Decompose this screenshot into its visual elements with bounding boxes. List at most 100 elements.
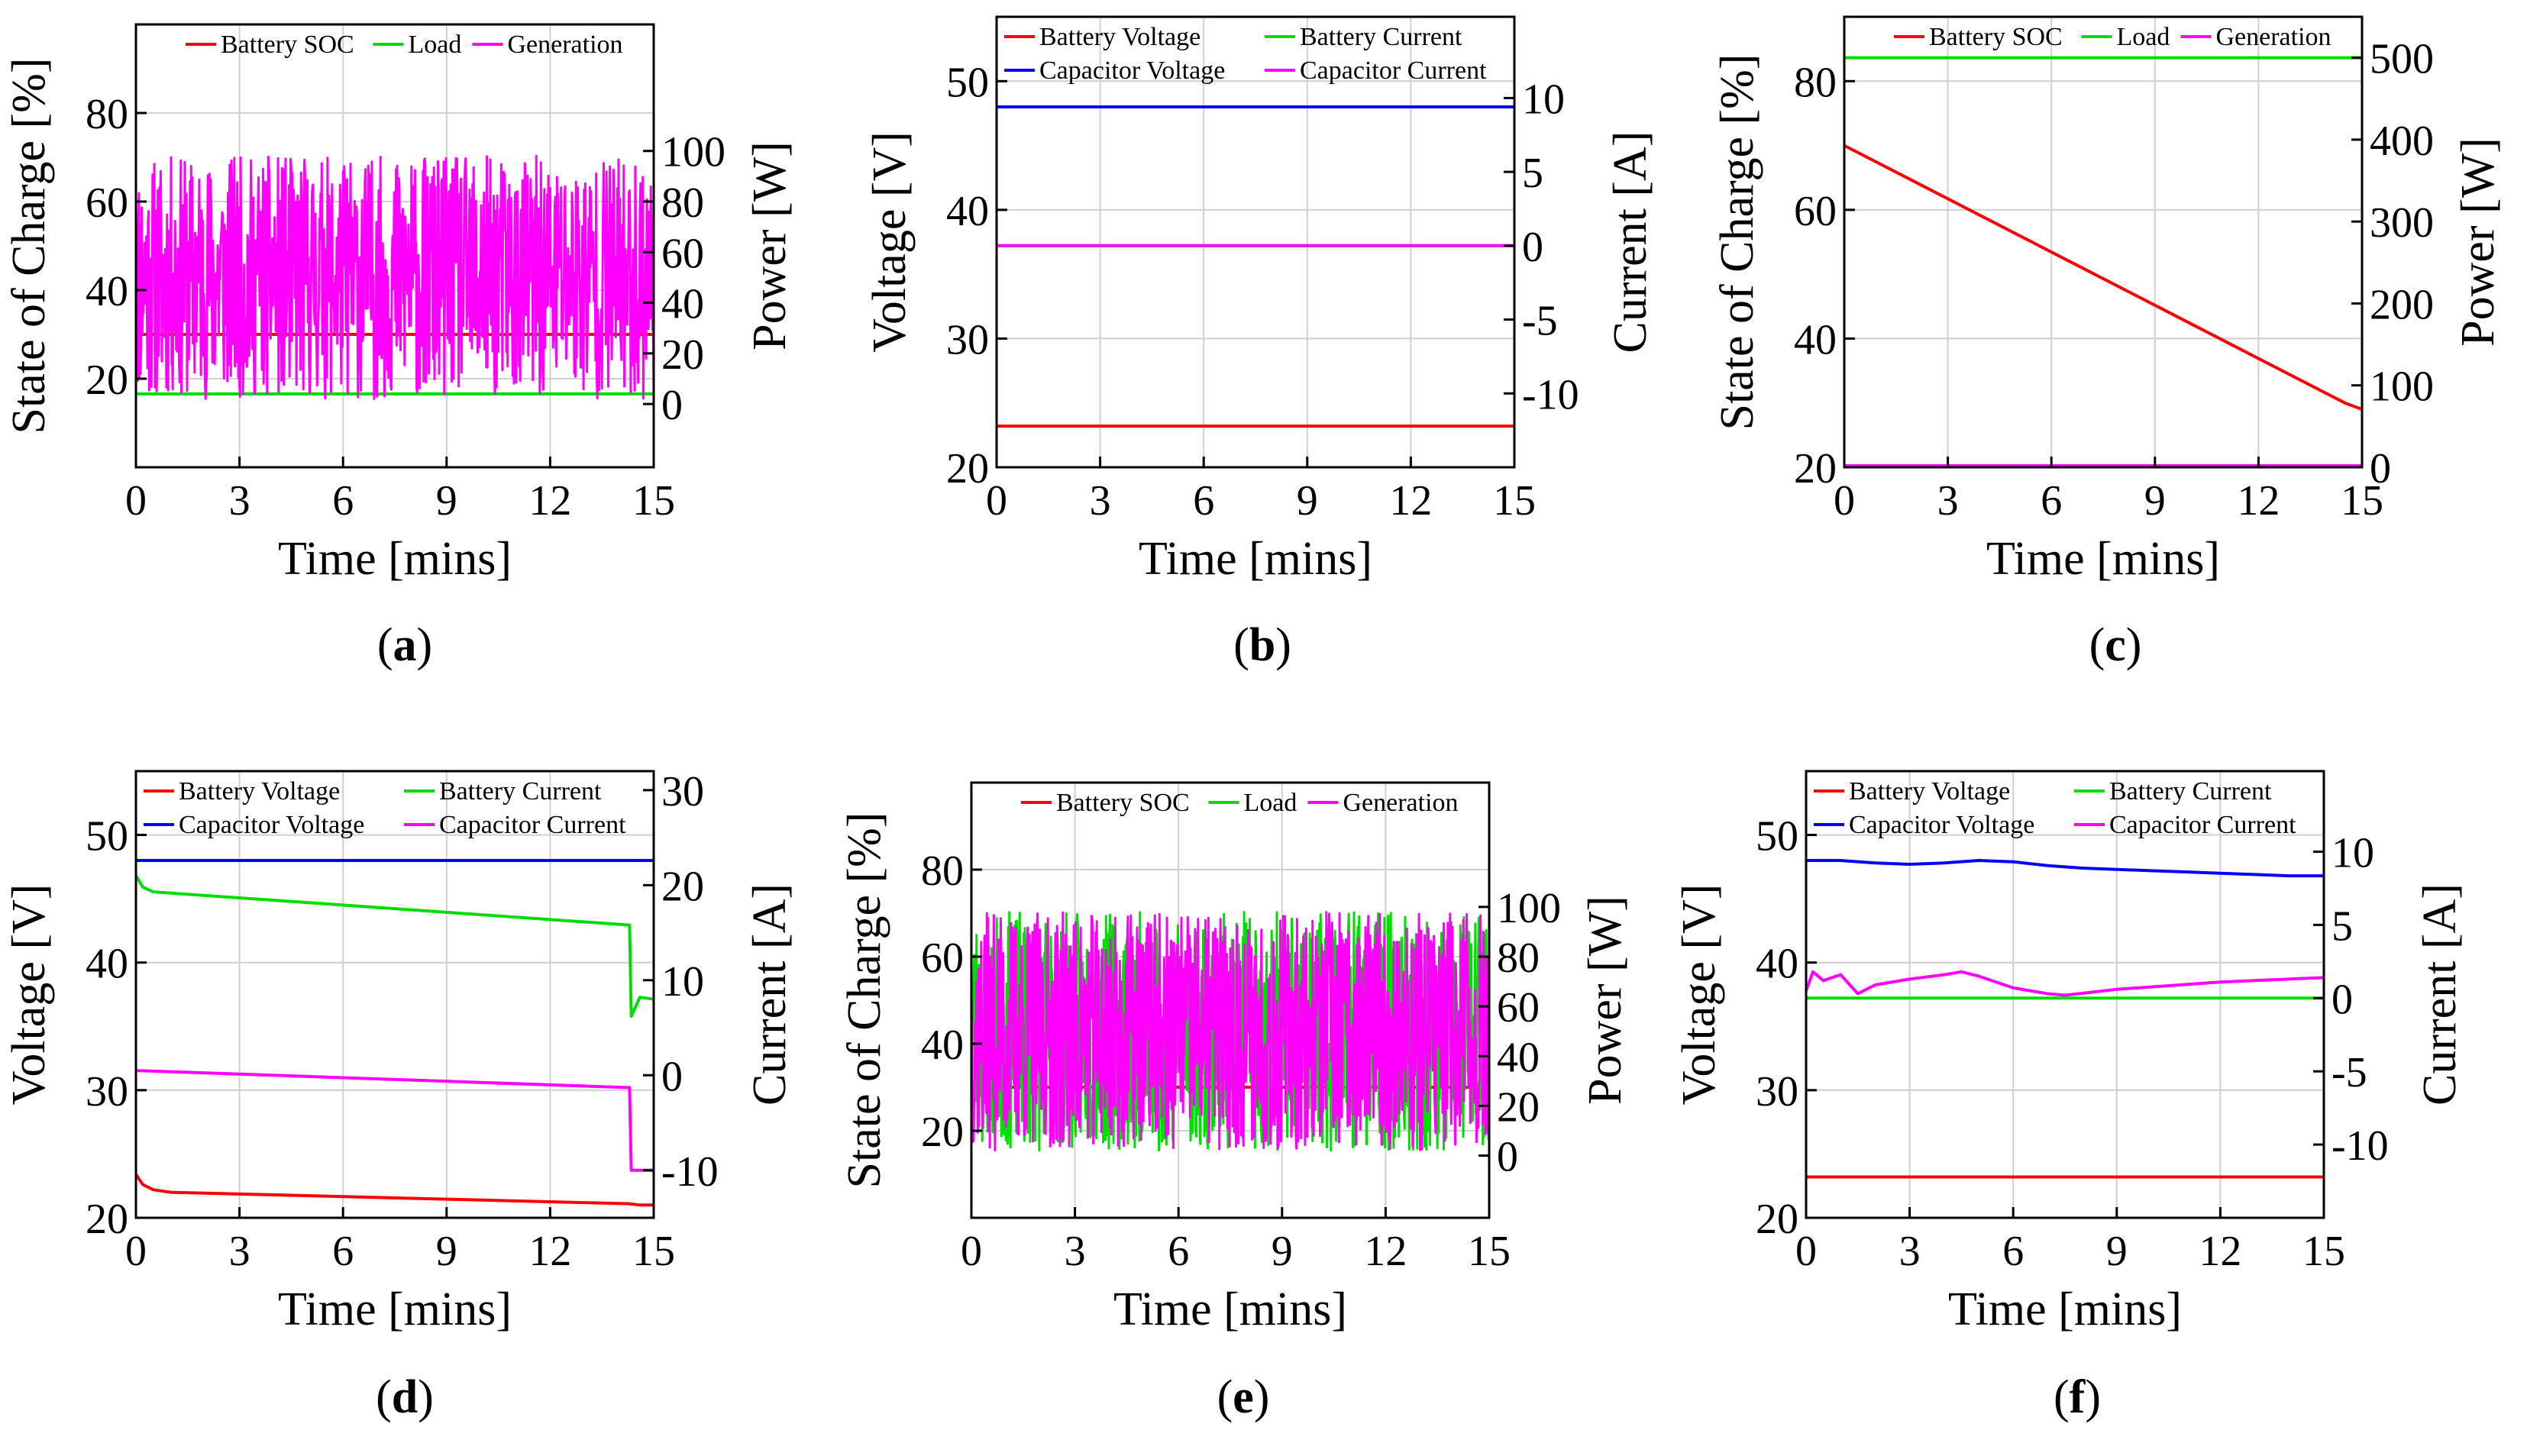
left-tick-label: 50 bbox=[946, 59, 989, 106]
left-tick-label: 50 bbox=[86, 813, 128, 860]
left-axis-title: Voltage [V] bbox=[3, 884, 55, 1106]
right-tick-label: 5 bbox=[2331, 902, 2353, 950]
right-tick-label: 400 bbox=[2370, 118, 2434, 165]
left-tick-label: 40 bbox=[921, 1022, 964, 1069]
plot-frame bbox=[1805, 770, 2325, 1219]
right-tick-label: 5 bbox=[1522, 150, 1543, 197]
left-tick-label: 30 bbox=[86, 1068, 128, 1115]
chart-panel-f: 0 3 6 9 12 15 20 30 40 50 -10 -5 0 5 10 Time [mins] Volt… bbox=[1673, 770, 2466, 1423]
series-line-generation bbox=[970, 911, 1491, 1152]
right-tick-label: 10 bbox=[2331, 829, 2374, 877]
x-tick-label: 0 bbox=[1795, 1228, 1817, 1275]
legend-label: Capacitor Voltage bbox=[179, 811, 364, 839]
x-tick-label: 3 bbox=[1937, 477, 1959, 525]
panel-caption: (c) bbox=[2089, 619, 2142, 671]
legend-label: Capacitor Current bbox=[2109, 811, 2296, 839]
right-tick-label: 20 bbox=[1497, 1083, 1540, 1131]
plot-frame bbox=[1843, 15, 2364, 469]
panel-caption: (a) bbox=[377, 619, 432, 671]
x-tick-label: 6 bbox=[332, 477, 354, 525]
right-tick-label: 80 bbox=[661, 179, 704, 227]
x-tick-label: 15 bbox=[632, 1228, 675, 1275]
left-tick-label: 30 bbox=[946, 316, 989, 363]
right-tick-label: 40 bbox=[661, 281, 704, 328]
x-tick-label: 3 bbox=[1065, 1228, 1086, 1275]
right-tick-label: -10 bbox=[661, 1148, 719, 1196]
left-tick-label: 80 bbox=[1794, 59, 1837, 106]
right-tick-label: 0 bbox=[1497, 1134, 1518, 1181]
left-axis-title: State of Charge [%] bbox=[839, 812, 890, 1189]
chart-panel-b: 0 3 6 9 12 15 20 30 40 50 -10 -5 0 5 10 Time [mins] Volt… bbox=[864, 15, 1656, 671]
right-tick-label: 100 bbox=[2370, 363, 2434, 411]
x-tick-label: 0 bbox=[1834, 477, 1855, 525]
legend-label: Capacitor Voltage bbox=[1039, 56, 1225, 85]
legend-label: Capacitor Voltage bbox=[1849, 811, 2034, 839]
left-tick-label: 60 bbox=[86, 179, 128, 227]
x-tick-label: 6 bbox=[1168, 1228, 1189, 1275]
left-tick-label: 60 bbox=[1794, 188, 1837, 235]
legend-label: Capacitor Current bbox=[1300, 56, 1487, 85]
x-tick-label: 0 bbox=[125, 477, 147, 525]
x-axis-title: Time [mins] bbox=[278, 533, 512, 585]
x-tick-label: 9 bbox=[2106, 1228, 2128, 1275]
x-tick-label: 0 bbox=[961, 1228, 982, 1275]
left-tick-label: 40 bbox=[1756, 941, 1798, 988]
left-tick-label: 20 bbox=[1794, 445, 1837, 492]
plot-frame bbox=[970, 781, 1491, 1219]
right-axis-title: Power [W] bbox=[1579, 896, 1631, 1105]
right-tick-label: 500 bbox=[2370, 36, 2434, 83]
legend-label: Battery SOC bbox=[221, 31, 354, 59]
left-tick-label: 20 bbox=[946, 445, 989, 492]
legend-label: Battery Current bbox=[2109, 777, 2272, 805]
panel-caption: (b) bbox=[1233, 619, 1291, 671]
x-tick-label: 15 bbox=[1493, 477, 1536, 525]
right-tick-label: 200 bbox=[2370, 281, 2434, 328]
right-tick-label: 60 bbox=[1497, 984, 1540, 1031]
right-tick-label: -10 bbox=[2331, 1122, 2389, 1170]
legend-label: Battery Current bbox=[1300, 23, 1462, 51]
panel-caption: (e) bbox=[1217, 1371, 1270, 1423]
x-tick-label: 12 bbox=[1364, 1228, 1407, 1275]
plot-frame bbox=[134, 770, 655, 1219]
right-tick-label: 80 bbox=[1497, 935, 1540, 982]
panel-caption: (f) bbox=[2054, 1371, 2101, 1423]
series-line-generation bbox=[134, 154, 655, 400]
right-tick-label: 0 bbox=[2370, 445, 2391, 492]
left-tick-label: 40 bbox=[86, 268, 128, 315]
x-tick-label: 0 bbox=[125, 1228, 147, 1275]
x-tick-label: 3 bbox=[1899, 1228, 1921, 1275]
panel-caption: (d) bbox=[376, 1371, 434, 1423]
left-tick-label: 40 bbox=[1794, 316, 1837, 363]
x-tick-label: 6 bbox=[1193, 477, 1214, 525]
left-tick-label: 20 bbox=[921, 1109, 964, 1156]
right-axis-title: Power [W] bbox=[744, 141, 796, 350]
right-tick-label: -5 bbox=[1522, 298, 1558, 345]
x-tick-label: 6 bbox=[2041, 477, 2062, 525]
right-axis-title: Power [W] bbox=[2452, 137, 2504, 347]
legend-label: Battery SOC bbox=[1929, 23, 2063, 51]
right-tick-label: 20 bbox=[661, 331, 704, 379]
x-tick-label: 15 bbox=[2341, 477, 2383, 525]
x-tick-label: 9 bbox=[436, 477, 457, 525]
x-tick-label: 6 bbox=[332, 1228, 354, 1275]
x-tick-label: 15 bbox=[2302, 1228, 2345, 1275]
legend-label: Load bbox=[2117, 23, 2170, 51]
x-tick-label: 12 bbox=[2237, 477, 2280, 525]
x-tick-label: 9 bbox=[1297, 477, 1318, 525]
x-tick-label: 12 bbox=[2199, 1228, 2241, 1275]
right-axis-title: Current [A] bbox=[2414, 883, 2466, 1106]
series-line-battery-current bbox=[134, 874, 654, 1019]
legend-label: Capacitor Current bbox=[439, 811, 626, 839]
left-axis-title: State of Charge [%] bbox=[1711, 54, 1763, 431]
x-tick-label: 9 bbox=[436, 1228, 457, 1275]
x-tick-label: 15 bbox=[1468, 1228, 1511, 1275]
right-tick-label: 0 bbox=[661, 1053, 683, 1100]
x-tick-label: 12 bbox=[528, 1228, 571, 1275]
right-tick-label: 0 bbox=[661, 382, 683, 429]
right-tick-label: 30 bbox=[661, 768, 704, 815]
x-axis-title: Time [mins] bbox=[1139, 533, 1372, 585]
x-tick-label: 12 bbox=[528, 477, 571, 525]
series-line-battery-voltage bbox=[134, 1174, 654, 1207]
x-tick-label: 12 bbox=[1389, 477, 1432, 525]
